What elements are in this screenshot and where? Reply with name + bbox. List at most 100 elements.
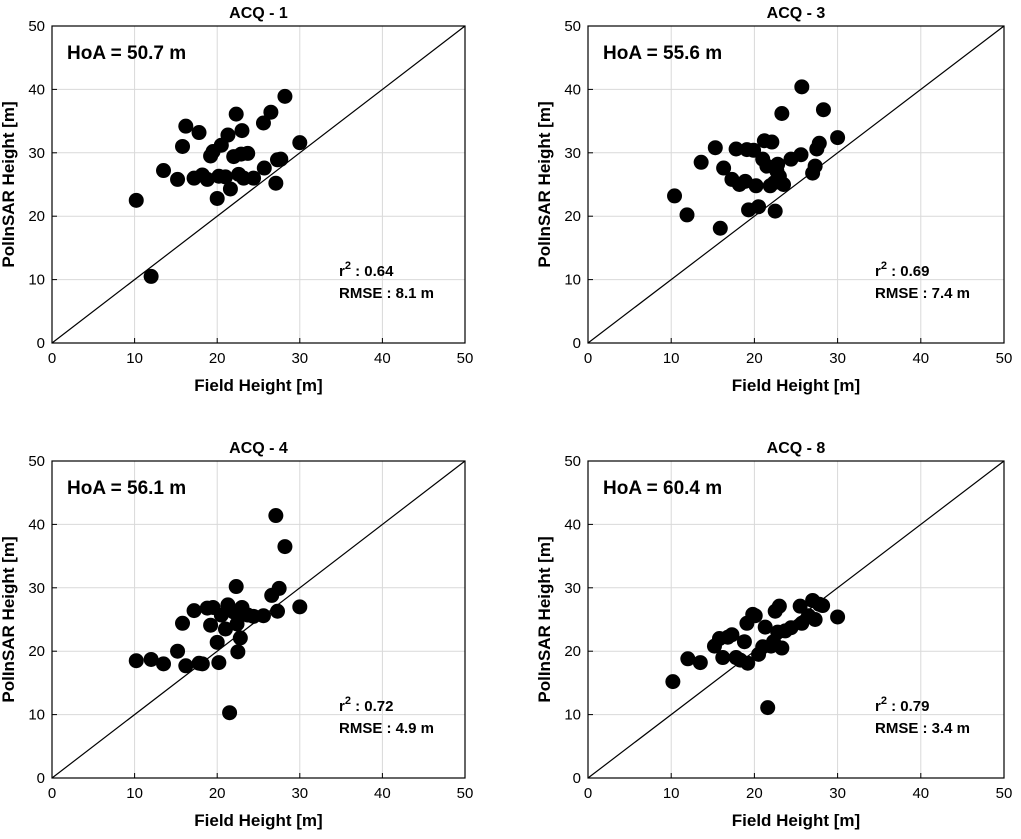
data-point <box>170 171 186 187</box>
y-tick-label: 20 <box>28 208 45 225</box>
x-axis-label: Field Height [m] <box>194 811 322 830</box>
x-tick-label: 0 <box>584 785 592 802</box>
rmse-annotation: RMSE : 8.1 m <box>339 285 434 302</box>
data-point <box>748 178 764 194</box>
x-axis-label: Field Height [m] <box>732 811 860 830</box>
data-point <box>757 619 773 635</box>
data-point <box>220 127 236 143</box>
data-point <box>128 192 144 208</box>
x-tick-label: 30 <box>829 350 846 367</box>
hoa-annotation: HoA = 56.1 m <box>67 478 186 499</box>
data-point <box>194 656 210 672</box>
y-tick-label: 10 <box>28 272 45 289</box>
data-point <box>256 160 272 176</box>
r-squared-value: : 0.79 <box>887 698 930 715</box>
data-point <box>830 609 846 625</box>
y-tick-label: 0 <box>37 770 45 787</box>
rmse-annotation: RMSE : 3.4 m <box>875 720 970 737</box>
data-point <box>728 141 744 157</box>
y-tick-label: 40 <box>564 81 581 98</box>
scatter-panel-3: 0 10 20 30 40 50 0 10 20 30 40 50 ACQ - 4 Field Heigh… <box>0 440 473 830</box>
data-point <box>255 608 271 624</box>
x-tick-label: 20 <box>746 350 763 367</box>
x-tick-label: 50 <box>457 785 474 802</box>
data-point <box>665 674 681 690</box>
x-tick-label: 40 <box>912 350 929 367</box>
data-point <box>794 79 810 95</box>
y-tick-label: 20 <box>28 643 45 660</box>
data-point <box>143 651 159 667</box>
x-tick-label: 10 <box>126 350 143 367</box>
data-point <box>217 621 233 637</box>
data-point <box>764 134 780 150</box>
x-tick-label: 40 <box>374 350 391 367</box>
data-point <box>760 700 776 716</box>
data-point <box>191 125 207 141</box>
axes-frame <box>587 25 1005 344</box>
data-point <box>211 655 227 671</box>
data-point <box>178 118 194 134</box>
one-to-one-line <box>51 25 466 344</box>
y-tick-label: 50 <box>564 453 581 470</box>
data-point <box>292 599 308 615</box>
x-tick-label: 0 <box>48 350 56 367</box>
data-point <box>175 138 191 154</box>
y-tick-label: 10 <box>564 707 581 724</box>
hoa-annotation: HoA = 60.4 m <box>603 478 722 499</box>
data-point <box>693 154 709 170</box>
x-tick-label: 0 <box>48 785 56 802</box>
data-point <box>175 615 191 631</box>
data-point <box>240 145 256 161</box>
x-tick-label: 30 <box>291 785 308 802</box>
panel-title: ACQ - 1 <box>229 5 288 22</box>
data-point <box>774 105 790 121</box>
r-symbol: r <box>875 698 881 715</box>
data-point <box>222 181 238 197</box>
data-point <box>230 644 246 660</box>
y-tick-label: 20 <box>564 643 581 660</box>
data-point <box>271 580 287 596</box>
data-point <box>811 135 827 151</box>
x-tick-label: 20 <box>746 785 763 802</box>
scatter-panel-4: 0 10 20 30 40 50 0 10 20 30 40 50 ACQ - 8 Field Heigh… <box>535 440 1012 830</box>
data-point <box>156 163 172 179</box>
data-point <box>751 199 767 215</box>
y-tick-label: 10 <box>28 707 45 724</box>
data-point <box>747 608 763 624</box>
data-point <box>776 177 792 192</box>
data-point <box>246 170 262 186</box>
data-point <box>209 634 225 650</box>
data-point <box>736 634 752 650</box>
r-symbol: r <box>875 263 881 280</box>
y-tick-label: 30 <box>564 580 581 597</box>
data-point <box>222 705 238 721</box>
data-point <box>277 88 293 104</box>
r-squared-value: : 0.69 <box>887 263 930 280</box>
data-point <box>830 130 846 146</box>
hoa-annotation: HoA = 55.6 m <box>603 43 722 64</box>
data-point <box>740 655 756 671</box>
data-point <box>263 104 279 120</box>
x-tick-label: 50 <box>457 350 474 367</box>
data-point <box>277 539 293 555</box>
x-tick-label: 10 <box>126 785 143 802</box>
hoa-annotation: HoA = 50.7 m <box>67 43 186 64</box>
axes-frame <box>587 460 1005 779</box>
y-tick-label: 30 <box>28 580 45 597</box>
r-squared-annotation: r2 : 0.72 <box>339 695 394 715</box>
data-point <box>228 579 244 595</box>
r-symbol: r <box>339 698 345 715</box>
data-point <box>268 175 284 191</box>
data-point <box>268 508 284 524</box>
y-axis-label: PolInSAR Height [m] <box>535 536 554 702</box>
y-tick-label: 40 <box>28 516 45 533</box>
x-tick-label: 40 <box>374 785 391 802</box>
panel-title: ACQ - 3 <box>767 5 826 22</box>
data-point <box>793 147 809 163</box>
r-squared-value: : 0.64 <box>351 263 394 280</box>
y-tick-label: 0 <box>37 335 45 352</box>
one-to-one-line <box>587 25 1005 344</box>
data-point <box>667 188 683 204</box>
y-tick-label: 40 <box>564 516 581 533</box>
y-tick-label: 30 <box>28 145 45 162</box>
